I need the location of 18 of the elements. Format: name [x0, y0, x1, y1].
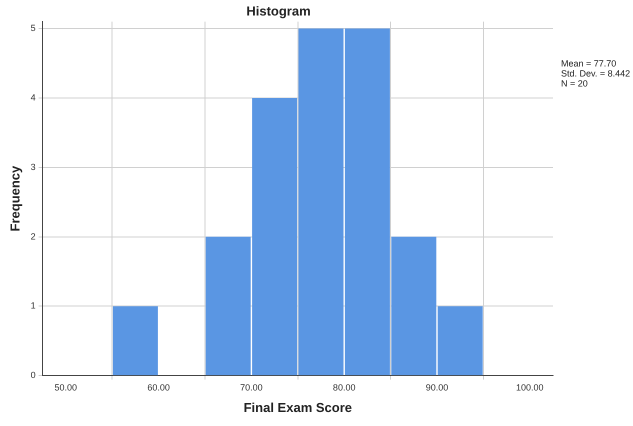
x-tick-label: 60.00	[147, 382, 170, 392]
x-tick-label: 50.00	[54, 382, 78, 392]
x-axis-title: Final Exam Score	[244, 400, 352, 415]
x-tick-label: 100.00	[516, 382, 544, 392]
chart-title: Histogram	[246, 3, 311, 18]
y-tick-label: 1	[30, 300, 36, 311]
text: N = 20	[561, 78, 588, 89]
x-tick-label: 80.00	[332, 382, 356, 392]
y-tick-label: 4	[30, 92, 36, 102]
x-tick-label: 70.00	[240, 382, 263, 392]
x-tick-label: 90.00	[426, 382, 448, 392]
y-axis-title: Frequency	[7, 164, 22, 232]
y-tick-label: 5	[30, 23, 36, 34]
y-tick-label: 2	[30, 231, 36, 242]
text: Std. Dev. = 8.442	[561, 68, 630, 79]
y-tick-label: 3	[30, 162, 36, 172]
y-tick-label: 0	[30, 370, 36, 380]
text: Mean = 77.70	[561, 58, 616, 69]
